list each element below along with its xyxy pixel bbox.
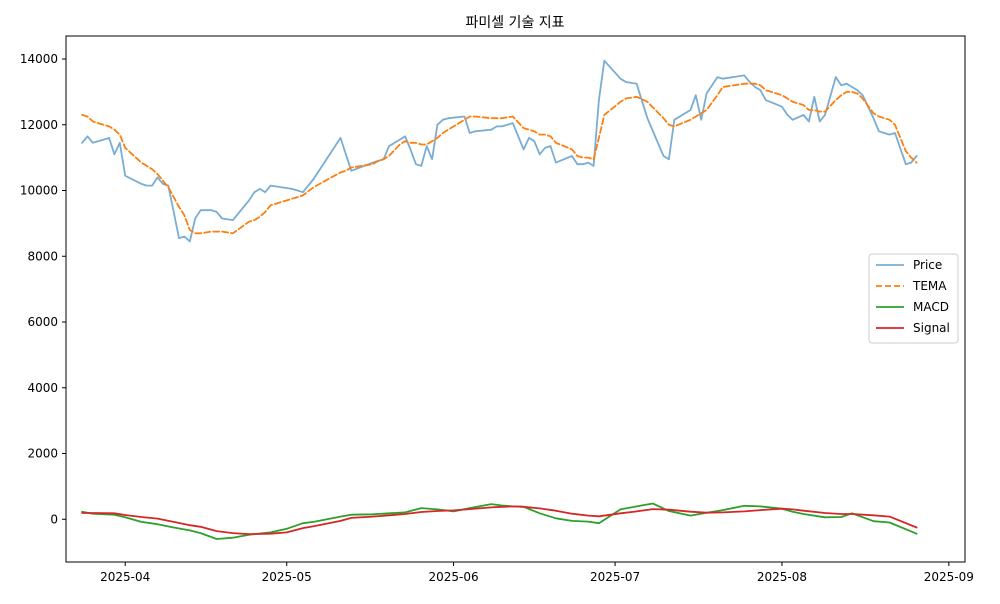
axes-layer: 0 2000 4000 6000 8000 10000 12000 14000 2025-04 2… xyxy=(20,35,974,584)
x-tick-label: 2025-08 xyxy=(757,570,807,584)
y-tick-label: 12000 xyxy=(20,118,58,132)
legend-label-signal: Signal xyxy=(913,321,950,335)
x-tick-label: 2025-04 xyxy=(100,570,150,584)
x-tick-label: 2025-09 xyxy=(924,570,974,584)
y-tick-label: 6000 xyxy=(27,315,58,329)
y-tick-label: 0 xyxy=(50,512,58,526)
series-line-macd xyxy=(81,502,918,540)
axes-frame xyxy=(65,35,966,563)
chart-title: 파미셀 기술 지표 xyxy=(465,15,564,31)
x-tick-label: 2025-05 xyxy=(262,570,312,584)
legend: Price TEMA MACD Signal xyxy=(868,253,959,344)
y-tick-label: 8000 xyxy=(27,249,58,263)
legend-box xyxy=(868,253,959,344)
legend-label-macd: MACD xyxy=(913,300,949,314)
x-tick-label: 2025-07 xyxy=(590,570,640,584)
series-line-tema xyxy=(81,82,918,235)
y-tick-label: 4000 xyxy=(27,381,58,395)
y-tick-label: 10000 xyxy=(20,184,58,198)
series-layer xyxy=(81,59,918,540)
legend-label-tema: TEMA xyxy=(912,279,947,293)
y-tick-label: 14000 xyxy=(20,52,58,66)
series-line-price xyxy=(81,59,918,243)
y-tick-label: 2000 xyxy=(27,447,58,461)
x-tick-label: 2025-06 xyxy=(429,570,479,584)
series-line-signal xyxy=(81,505,918,535)
legend-label-price: Price xyxy=(913,258,942,272)
